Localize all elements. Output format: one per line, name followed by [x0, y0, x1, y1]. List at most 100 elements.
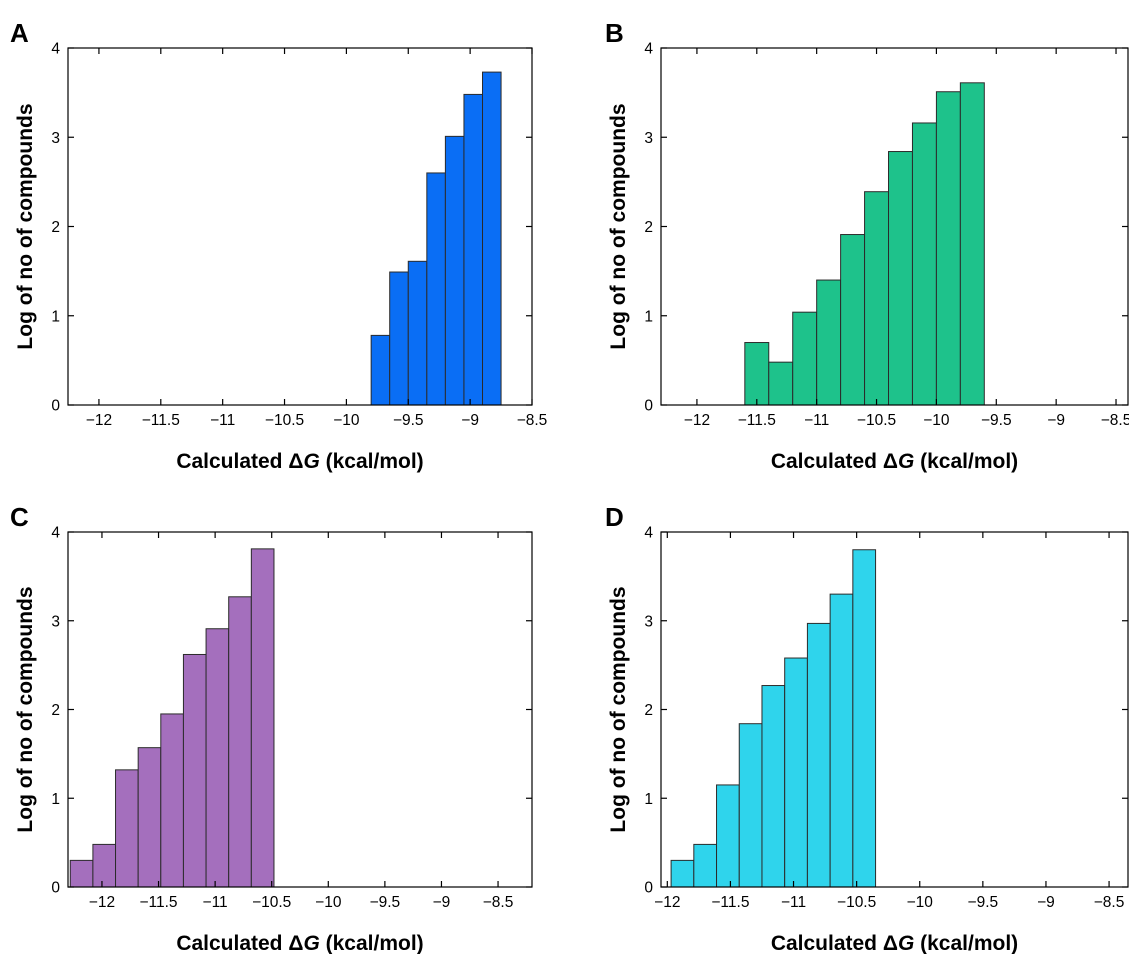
x-axis-title: Calculated ΔG (kcal/mol) [771, 450, 1018, 473]
x-axis-title-prefix: Calculated Δ [176, 932, 303, 954]
x-tick-label: −12 [654, 894, 680, 911]
histogram-bar [670, 859, 695, 888]
y-tick-label: 4 [51, 525, 60, 542]
panel-d: −12 −11.5 −11 −10.5 −10 −9.5 −9 −8.5 0 1 2 3 4 Calcul… [605, 502, 1129, 954]
histogram-bar [69, 859, 94, 888]
y-tick-label: 0 [51, 880, 60, 897]
x-tick-label: −9 [433, 894, 451, 911]
y-axis-title: Log of no of compounds [607, 586, 630, 832]
y-axis-title: Log of no of compounds [14, 586, 37, 832]
histogram-bar [407, 260, 428, 406]
x-tick-label: −10.5 [857, 412, 896, 429]
histogram-bar [829, 593, 854, 888]
x-tick-label: −9.5 [981, 412, 1012, 429]
x-tick-label: −11.5 [711, 894, 749, 911]
panel-letter: B [605, 18, 624, 48]
y-tick-label: 0 [51, 398, 60, 415]
x-axis-title-symbol: G [898, 450, 914, 473]
x-axis-title-symbol: G [303, 932, 319, 954]
y-tick-label: 4 [644, 41, 653, 58]
x-axis-title-prefix: Calculated Δ [176, 450, 303, 473]
histogram-bar [744, 342, 770, 406]
y-tick-label: 4 [51, 41, 60, 58]
histogram-bar [426, 172, 446, 406]
x-axis-title-prefix: Calculated Δ [771, 932, 898, 954]
histogram-bar [92, 843, 117, 888]
x-axis-title-unit: (kcal/mol) [320, 932, 424, 954]
x-axis-title-unit: (kcal/mol) [320, 450, 424, 473]
x-tick-label: −12 [89, 894, 115, 911]
histogram-bar [792, 311, 818, 406]
x-axis-title-unit: (kcal/mol) [914, 450, 1018, 473]
panel-letter: C [10, 502, 29, 532]
x-tick-label: −12 [86, 412, 112, 429]
histogram-bar [250, 548, 275, 888]
y-tick-label: 0 [644, 398, 653, 415]
panel-b: −12 −11.5 −11 −10.5 −10 −9.5 −9 −8.5 0 1 2 3 4 Calcul… [605, 18, 1129, 473]
x-axis-title-symbol: G [303, 450, 319, 473]
y-axis-title: Log of no of compounds [14, 103, 37, 349]
y-tick-label: 3 [51, 130, 60, 147]
histogram-bar [816, 279, 842, 406]
x-tick-label: −11.5 [738, 412, 776, 429]
histogram-bar [228, 596, 252, 888]
x-axis-title: Calculated ΔG (kcal/mol) [176, 932, 423, 954]
y-tick-label: 2 [644, 219, 653, 236]
x-tick-label: −12 [684, 412, 710, 429]
histogram-bar [935, 91, 961, 406]
x-tick-label: −9 [1037, 894, 1055, 911]
histogram-bar [182, 653, 207, 888]
y-tick-label: 1 [644, 308, 653, 325]
x-tick-label: −11 [781, 894, 806, 911]
histogram-bar [768, 361, 794, 406]
histogram-bar [463, 93, 484, 406]
x-tick-label: −10 [923, 412, 950, 429]
histogram-bar [693, 843, 718, 888]
panel-letter: A [10, 18, 29, 48]
y-tick-label: 2 [51, 702, 60, 719]
y-tick-label: 3 [644, 613, 653, 630]
histogram-bar [482, 71, 502, 406]
x-axis-title: Calculated ΔG (kcal/mol) [771, 932, 1018, 954]
y-tick-label: 2 [51, 219, 60, 236]
x-tick-label: −9.5 [370, 894, 401, 911]
x-tick-label: −8.5 [483, 894, 514, 911]
panel-c: −12 −11.5 −11 −10.5 −10 −9.5 −9 −8.5 0 1 2 3 4 Calcul… [10, 502, 533, 954]
histogram-bar [959, 82, 985, 406]
x-axis-title-symbol: G [898, 932, 914, 954]
x-tick-label: −10 [315, 894, 342, 911]
x-tick-label: −8.5 [1101, 412, 1129, 429]
x-tick-label: −10 [907, 894, 934, 911]
histogram-bar [370, 334, 391, 406]
x-tick-label: −8.5 [1094, 894, 1125, 911]
histogram-bar [852, 549, 877, 888]
x-tick-label: −11 [804, 412, 829, 429]
y-axis-title: Log of no of compounds [607, 103, 630, 349]
y-tick-label: 0 [644, 880, 653, 897]
y-tick-label: 1 [644, 791, 653, 808]
y-tick-label: 3 [644, 130, 653, 147]
x-tick-label: −10.5 [265, 412, 304, 429]
x-tick-label: −9 [1047, 412, 1065, 429]
panel-letter: D [605, 502, 624, 532]
histogram-bar [806, 622, 831, 888]
y-tick-label: 1 [51, 308, 60, 325]
x-tick-label: −10 [333, 412, 360, 429]
histogram-bar [389, 271, 409, 406]
histogram-bar [864, 191, 890, 406]
x-axis-title: Calculated ΔG (kcal/mol) [176, 450, 423, 473]
histogram-bar [784, 657, 808, 888]
x-axis-title-prefix: Calculated Δ [771, 450, 898, 473]
histogram-bar [444, 135, 465, 406]
y-tick-label: 3 [51, 613, 60, 630]
x-axis-title-unit: (kcal/mol) [914, 932, 1018, 954]
x-tick-label: −10.5 [837, 894, 876, 911]
x-tick-label: −9.5 [968, 894, 999, 911]
histogram-bar [738, 723, 763, 888]
histogram-bar [761, 685, 786, 888]
x-tick-label: −9 [461, 412, 479, 429]
panel-a: −12 −11.5 −11 −10.5 −10 −9.5 −9 −8.5 0 1 2 3 4 Calcul… [10, 18, 547, 473]
y-tick-label: 1 [51, 791, 60, 808]
x-tick-label: −11 [203, 894, 228, 911]
